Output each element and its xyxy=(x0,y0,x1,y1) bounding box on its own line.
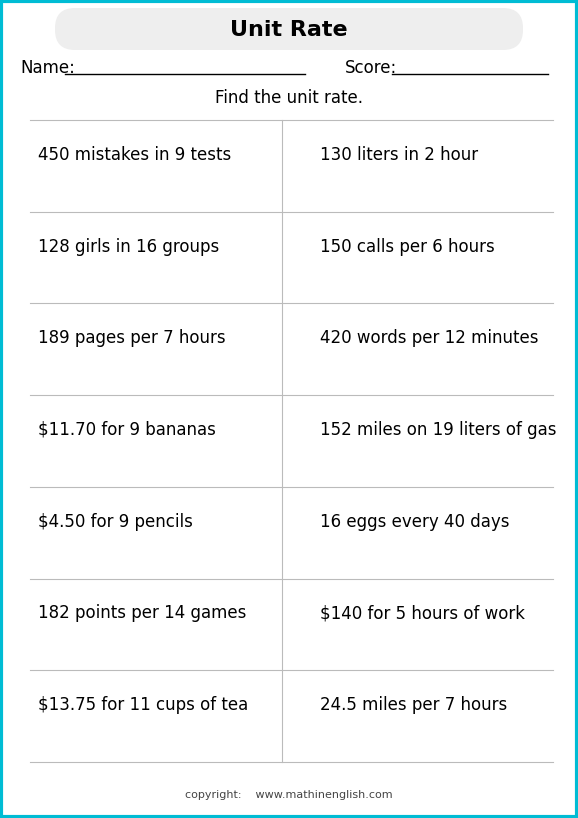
Text: 16 eggs every 40 days: 16 eggs every 40 days xyxy=(320,513,509,531)
Text: 182 points per 14 games: 182 points per 14 games xyxy=(38,605,246,622)
Text: $13.75 for 11 cups of tea: $13.75 for 11 cups of tea xyxy=(38,696,248,714)
Text: Name:: Name: xyxy=(20,59,75,77)
Text: copyright:    www.mathinenglish.com: copyright: www.mathinenglish.com xyxy=(185,790,393,800)
Text: $11.70 for 9 bananas: $11.70 for 9 bananas xyxy=(38,421,216,439)
Text: Find the unit rate.: Find the unit rate. xyxy=(215,89,363,107)
Text: $4.50 for 9 pencils: $4.50 for 9 pencils xyxy=(38,513,193,531)
Text: 152 miles on 19 liters of gas: 152 miles on 19 liters of gas xyxy=(320,421,557,439)
Text: 24.5 miles per 7 hours: 24.5 miles per 7 hours xyxy=(320,696,507,714)
Text: Score:: Score: xyxy=(345,59,397,77)
Text: 128 girls in 16 groups: 128 girls in 16 groups xyxy=(38,237,219,255)
Text: 450 mistakes in 9 tests: 450 mistakes in 9 tests xyxy=(38,146,231,164)
Text: 189 pages per 7 hours: 189 pages per 7 hours xyxy=(38,330,225,348)
Text: 150 calls per 6 hours: 150 calls per 6 hours xyxy=(320,237,495,255)
FancyBboxPatch shape xyxy=(55,8,523,50)
Text: 420 words per 12 minutes: 420 words per 12 minutes xyxy=(320,330,539,348)
Text: Unit Rate: Unit Rate xyxy=(230,20,348,40)
Text: $140 for 5 hours of work: $140 for 5 hours of work xyxy=(320,605,525,622)
Text: 130 liters in 2 hour: 130 liters in 2 hour xyxy=(320,146,478,164)
